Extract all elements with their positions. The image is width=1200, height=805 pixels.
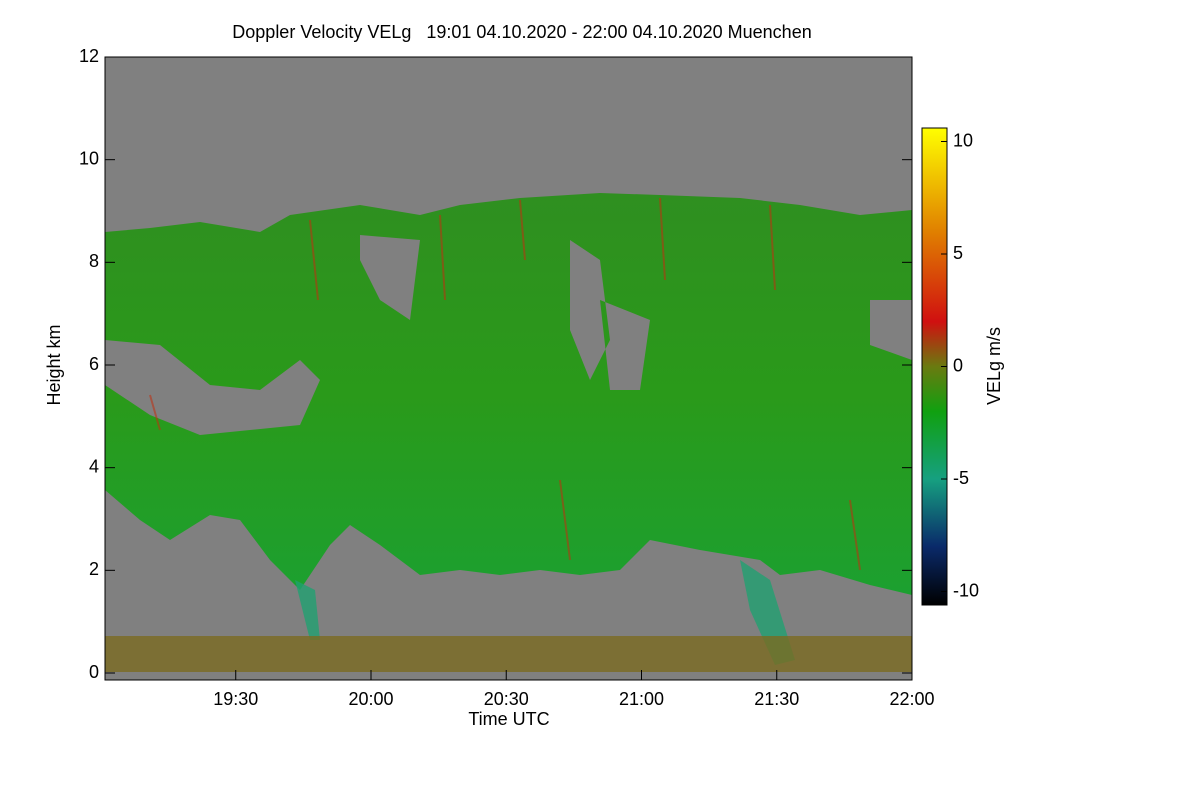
positive-streaks <box>149 197 861 571</box>
x-tick-label: 19:30 <box>213 689 258 709</box>
x-tick-label: 20:30 <box>484 689 529 709</box>
y-tick-label: 2 <box>89 559 99 579</box>
x-tick-label: 20:00 <box>348 689 393 709</box>
y-axis-label: Height km <box>44 324 64 405</box>
y-tick-label: 6 <box>89 354 99 374</box>
boundary-layer <box>105 636 912 672</box>
chart-title: Doppler Velocity VELg 19:01 04.10.2020 -… <box>232 22 811 42</box>
colorbar-tick-label: 5 <box>953 243 963 263</box>
plot-frame <box>104 56 913 681</box>
y-tick-label: 12 <box>79 46 99 66</box>
y-tick-label: 0 <box>89 662 99 682</box>
cloud-field <box>105 193 912 595</box>
colorbar-tick-label: -10 <box>953 580 979 600</box>
x-tick-label: 21:00 <box>619 689 664 709</box>
colorbar-label: VELg m/s <box>984 327 1004 405</box>
velocity-field <box>105 193 912 672</box>
x-tick-label: 22:00 <box>889 689 934 709</box>
y-tick-label: 8 <box>89 251 99 271</box>
x-axis-label: Time UTC <box>468 709 549 729</box>
fall-streak <box>295 580 320 640</box>
colorbar-tick-label: 10 <box>953 130 973 150</box>
y-tick-label: 4 <box>89 456 99 476</box>
x-tick-label: 21:30 <box>754 689 799 709</box>
y-tick-label: 10 <box>79 148 99 168</box>
colorbar-tick-label: -5 <box>953 468 969 488</box>
colorbar-tick-label: 0 <box>953 355 963 375</box>
